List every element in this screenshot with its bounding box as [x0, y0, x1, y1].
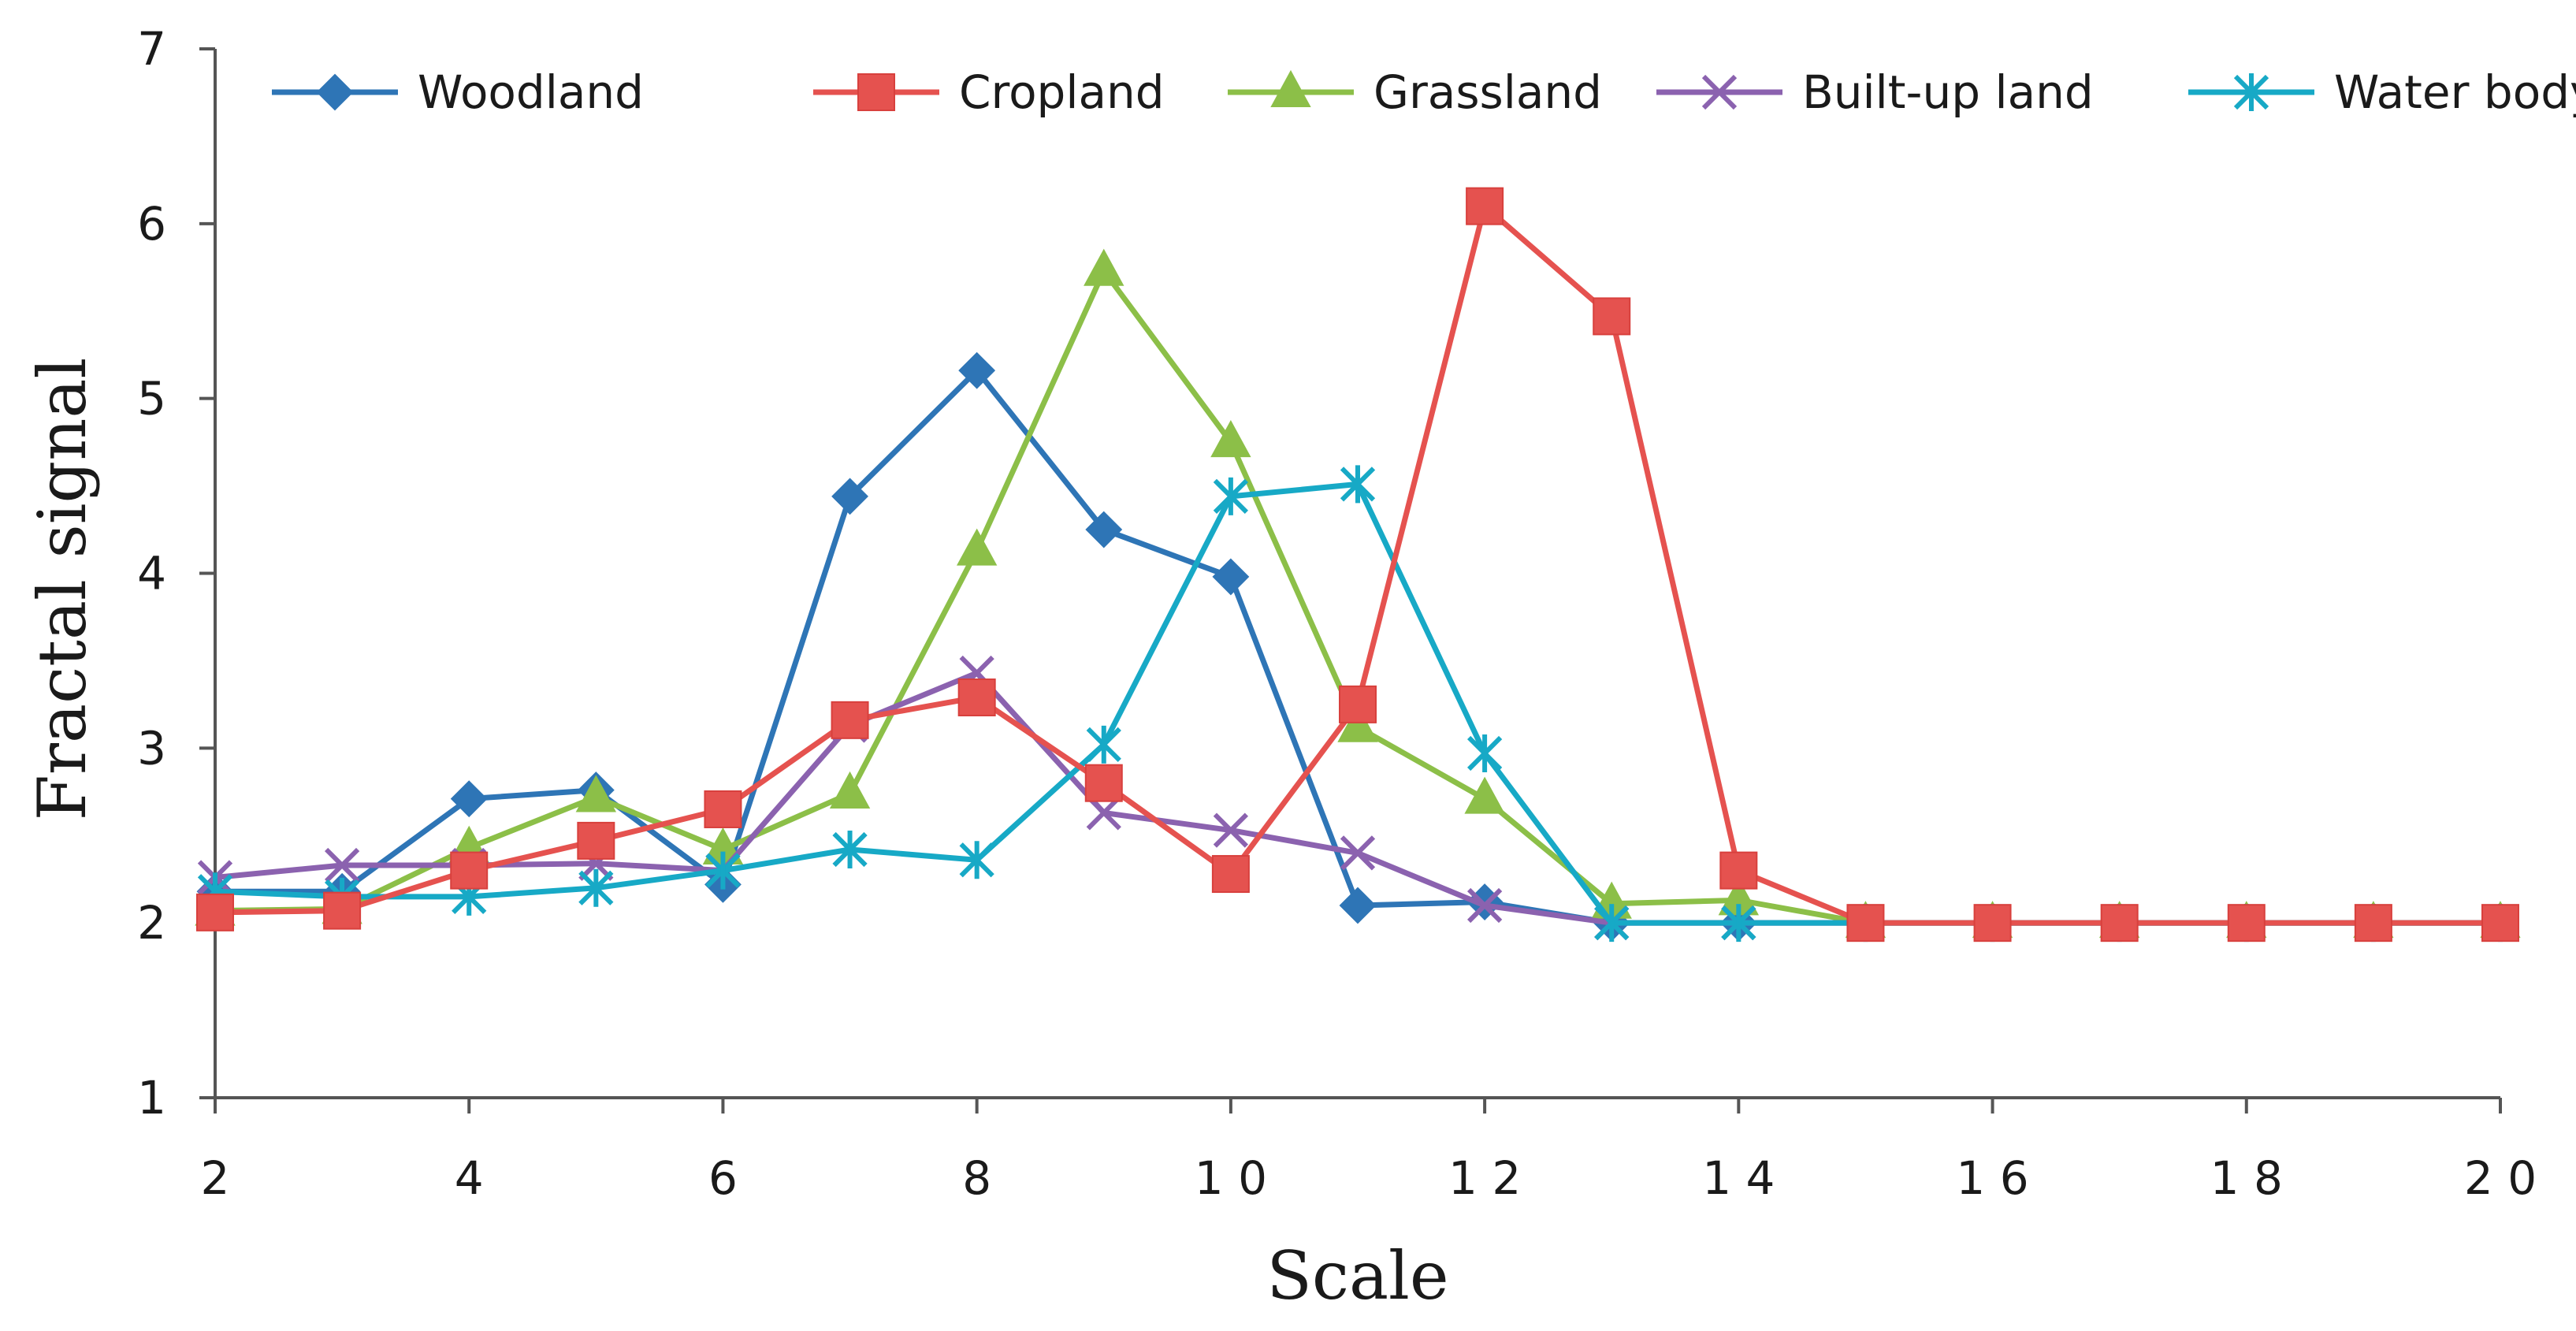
data-point-water-body: [1086, 725, 1121, 764]
data-point-water-body: [1594, 904, 1630, 942]
data-point-grassland: [575, 775, 617, 812]
series-line-cropland: [214, 203, 2500, 926]
data-point-water-body: [1340, 465, 1376, 504]
data-point-water-body: [578, 868, 614, 907]
series-cropland: [196, 187, 2519, 942]
series-line-woodland: [215, 367, 2500, 926]
data-point-grassland: [1337, 705, 1378, 742]
data-point-cropland: [2100, 904, 2139, 942]
x-tick-label: 6: [708, 1151, 738, 1205]
data-point-water-body: [959, 841, 994, 879]
marker-stroke: [1466, 887, 1503, 924]
data-point-built-up-land: [1213, 812, 1249, 848]
data-point-water-body: [1213, 477, 1249, 515]
marker-stroke: [1086, 795, 1121, 831]
data-point-cropland: [1719, 851, 1758, 890]
x-tick-label: 1 8: [2210, 1151, 2283, 1205]
x-tick-label: 2: [201, 1151, 230, 1205]
legend-marker-built-up-land: [1701, 74, 1738, 110]
data-point-cropland: [450, 851, 489, 890]
data-point-cropland: [1339, 685, 1377, 723]
x-tick-label: 1 4: [1702, 1151, 1775, 1205]
y-tick-label: 6: [137, 197, 166, 251]
data-point-cropland: [1466, 187, 1504, 225]
data-point-water-body: [1721, 904, 1756, 942]
data-point-woodland: [958, 351, 996, 389]
data-point-cropland: [1084, 764, 1123, 802]
data-point-grassland: [956, 528, 998, 566]
data-point-woodland: [1085, 511, 1123, 548]
data-point-cropland: [704, 790, 742, 828]
marker-stroke: [1701, 74, 1738, 110]
legend-marker-cropland: [857, 73, 895, 111]
data-point-woodland: [1339, 887, 1377, 924]
legend-marker-water-body: [2233, 73, 2269, 111]
data-point-cropland: [577, 821, 615, 860]
series-layer: [195, 187, 2521, 942]
legend-item-woodland: Woodland: [272, 65, 644, 119]
x-axis-title: Scale: [1266, 1237, 1448, 1314]
legend-item-built-up-land: Built-up land: [1656, 65, 2094, 119]
series-grassland: [195, 248, 2521, 939]
x-tick-label: 1 0: [1195, 1151, 1267, 1205]
x-tick-label: 1 2: [1448, 1151, 1521, 1205]
legend-label-built-up-land: Built-up land: [1802, 65, 2094, 119]
legend-label-woodland: Woodland: [418, 65, 644, 119]
data-point-cropland: [2227, 904, 2266, 942]
data-point-built-up-land: [1340, 835, 1376, 871]
data-point-cropland: [1973, 904, 2012, 942]
data-point-woodland: [831, 478, 868, 515]
legend-label-grassland: Grassland: [1373, 65, 1602, 119]
data-point-cropland: [2354, 904, 2392, 942]
legend-marker-grassland: [1270, 69, 1311, 107]
data-point-cropland: [2481, 904, 2519, 942]
data-point-built-up-land: [324, 847, 360, 883]
data-point-cropland: [1211, 855, 1250, 894]
data-point-woodland: [1212, 558, 1250, 596]
data-point-water-body: [705, 851, 741, 890]
legend-label-water-body: Water body: [2334, 65, 2576, 119]
legend-item-water-body: Water body: [2188, 65, 2576, 119]
legend: Woodland Cropland Grassland Built-up land Wa…: [272, 65, 2576, 119]
data-point-cropland: [831, 701, 869, 739]
legend-item-grassland: Grassland: [1228, 65, 1602, 119]
data-point-grassland: [1084, 248, 1124, 286]
legend-marker-woodland: [316, 73, 354, 111]
data-point-built-up-land: [1466, 887, 1503, 924]
y-tick-label: 7: [137, 22, 166, 76]
data-point-grassland: [1464, 776, 1505, 814]
data-point-grassland: [1210, 420, 1251, 458]
data-point-cropland: [196, 893, 234, 931]
data-point-water-body: [832, 830, 868, 868]
data-point-woodland: [450, 780, 488, 818]
x-tick-label: 1 6: [1956, 1151, 2028, 1205]
x-tick-label: 8: [962, 1151, 991, 1205]
y-tick-label: 3: [137, 721, 166, 775]
data-point-cropland: [323, 891, 362, 930]
y-axis-title: Fractal signal: [24, 358, 101, 821]
x-tick-label: 2 0: [2464, 1151, 2537, 1205]
y-tick-label: 2: [137, 896, 166, 950]
data-point-grassland: [829, 771, 871, 809]
y-tick-label: 4: [137, 547, 166, 600]
data-point-cropland: [1593, 297, 1631, 336]
series-line-grassland: [214, 268, 2500, 926]
x-tick-label: 4: [455, 1151, 484, 1205]
legend-label-cropland: Cropland: [959, 65, 1165, 119]
data-point-water-body: [1466, 734, 1503, 772]
marker-stroke: [1340, 835, 1376, 871]
data-point-cropland: [1846, 904, 1885, 942]
y-tick-label: 1: [137, 1071, 166, 1125]
marker-stroke: [1213, 812, 1249, 848]
data-point-cropland: [957, 679, 996, 717]
marker-stroke: [324, 847, 360, 883]
y-tick-label: 5: [137, 372, 166, 426]
legend-item-cropland: Cropland: [813, 65, 1165, 119]
data-point-built-up-land: [1086, 795, 1121, 831]
